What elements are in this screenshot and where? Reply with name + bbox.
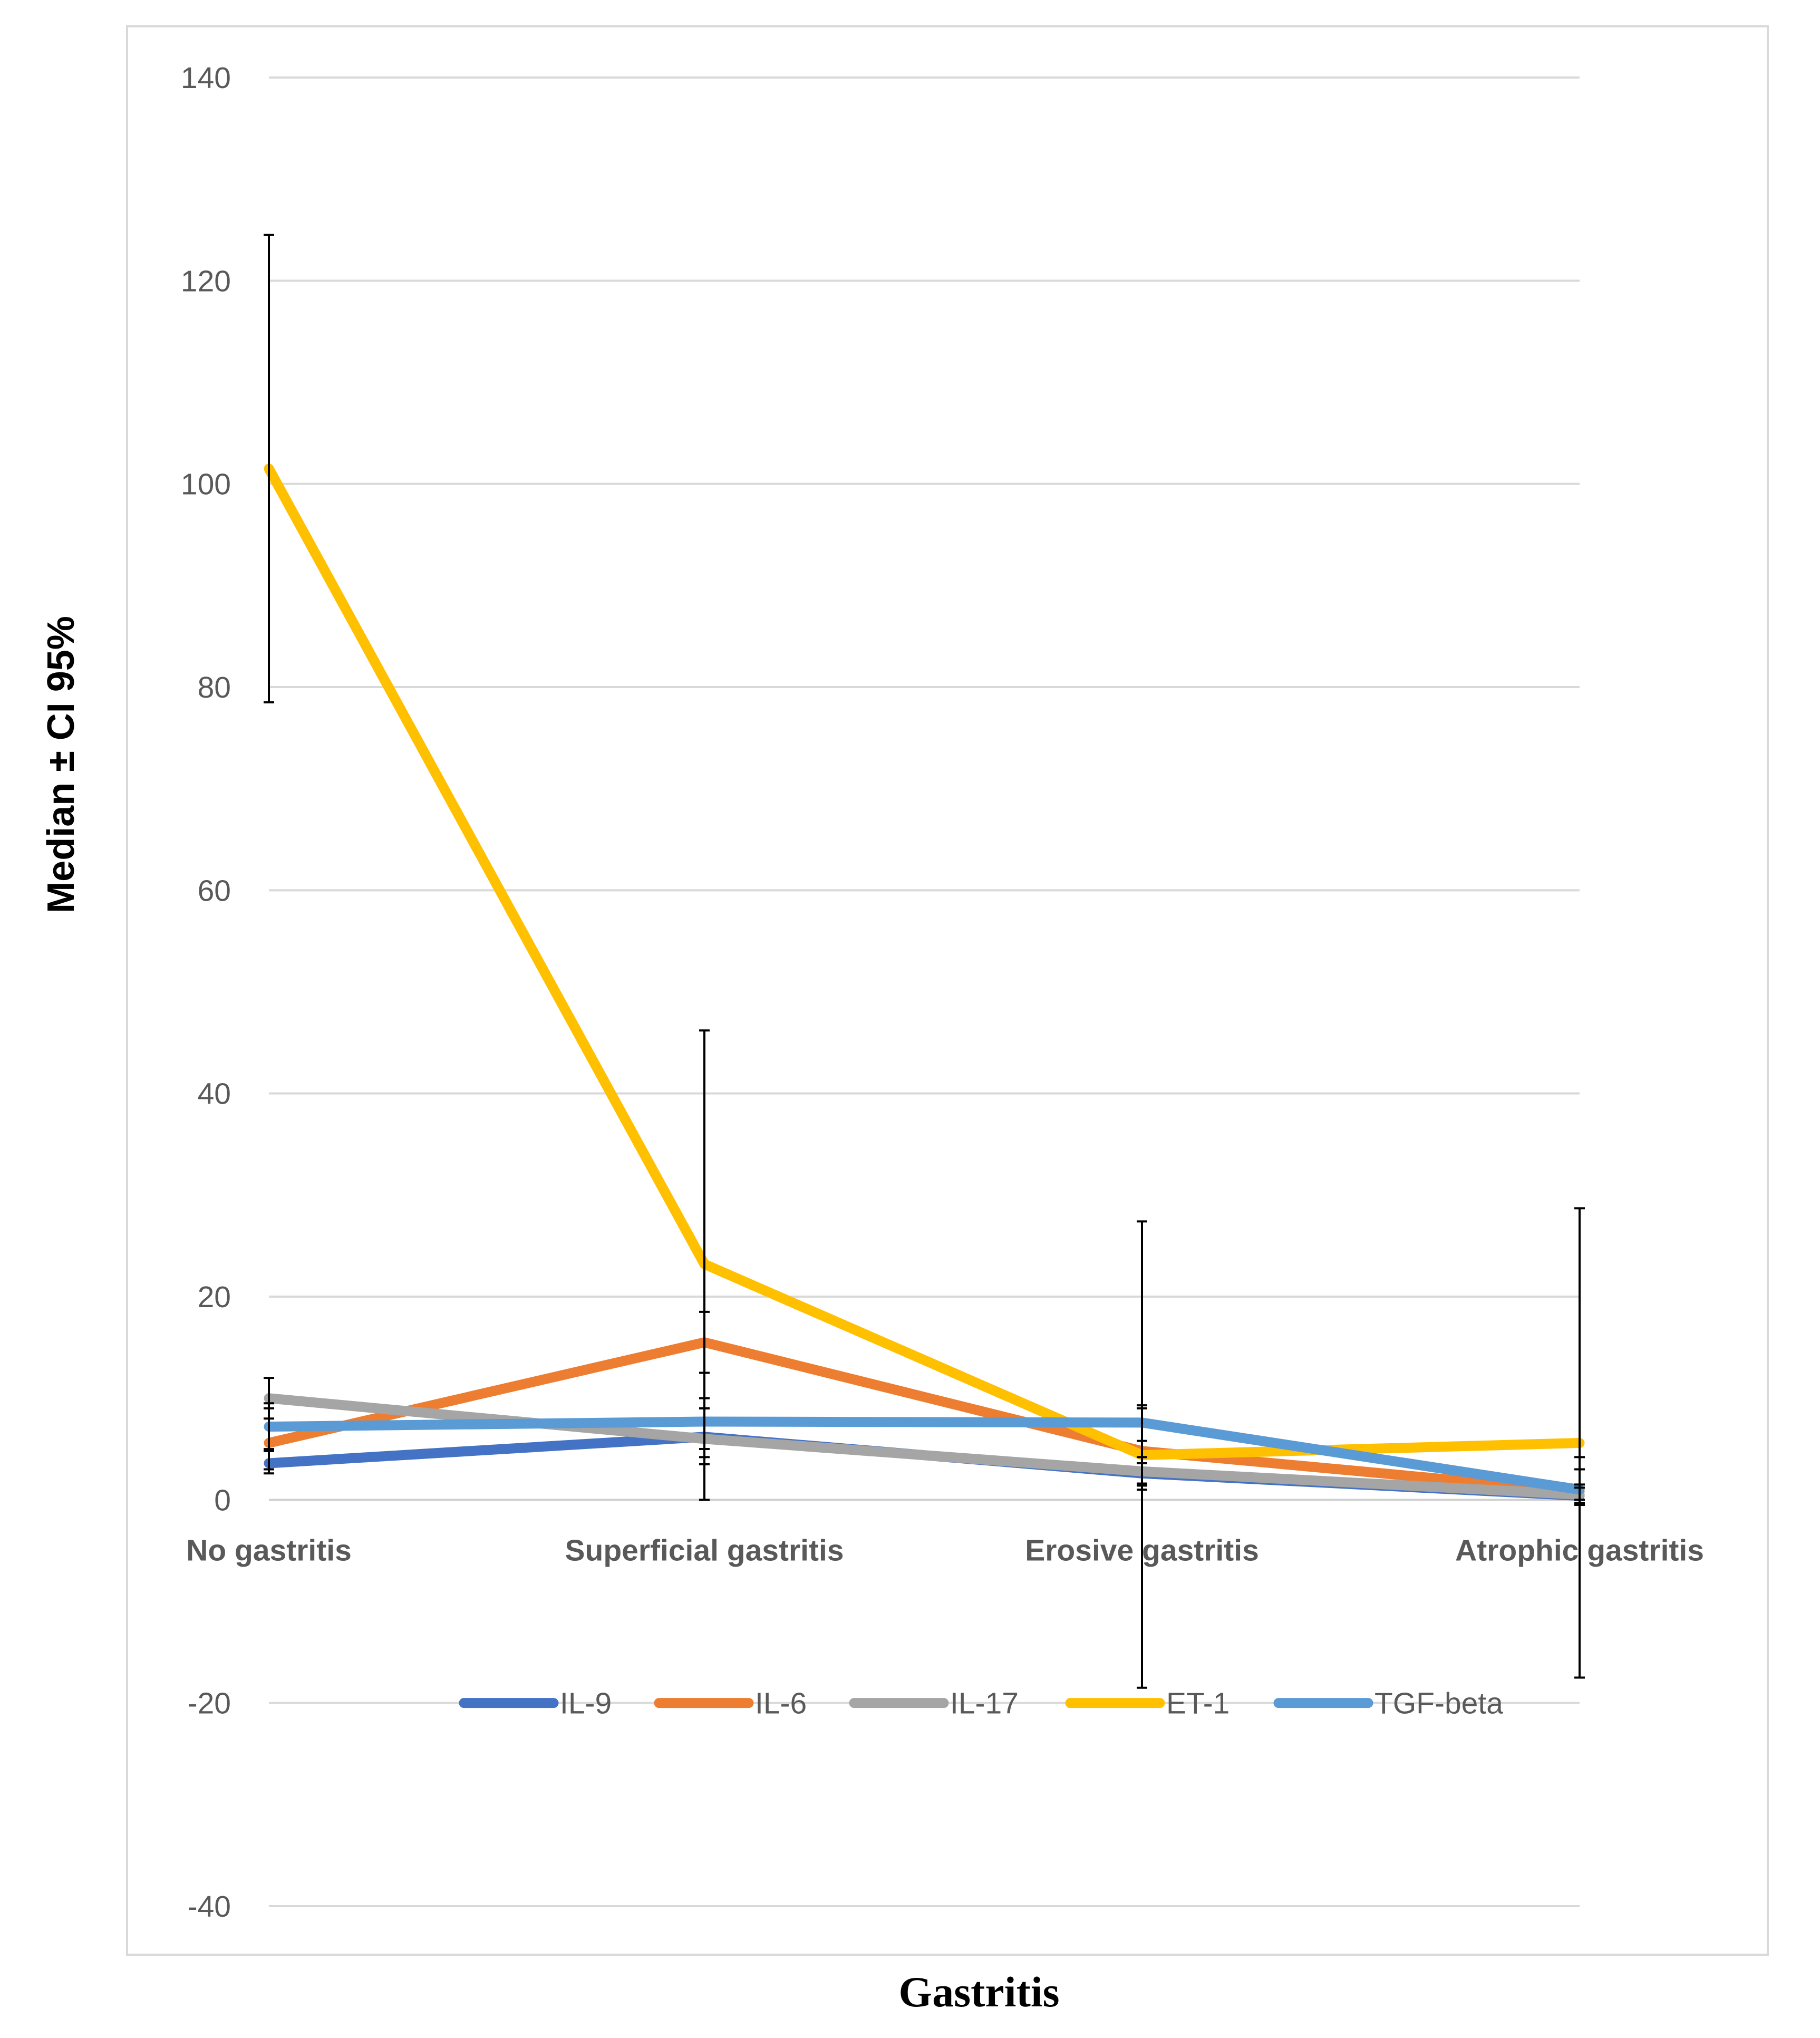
legend-label: IL-9 xyxy=(560,1687,612,1721)
y-tick-label: 20 xyxy=(198,1280,231,1314)
error-bar-et-1 xyxy=(1137,1220,1147,1689)
y-tick-label: -20 xyxy=(188,1687,231,1721)
y-tick-label: 60 xyxy=(198,874,231,907)
legend: IL-9 IL-6 IL-17 ET-1 TGF-beta xyxy=(459,1687,1503,1721)
chart-frame xyxy=(126,25,1769,1956)
y-tick-label: 120 xyxy=(181,264,231,298)
error-bars xyxy=(264,234,1585,1689)
legend-entry-et-1: ET-1 xyxy=(1065,1687,1230,1721)
legend-entry-il-17: IL-17 xyxy=(849,1687,1019,1721)
error-bar-et-1 xyxy=(1574,1207,1585,1679)
x-category-label: No gastritis xyxy=(186,1533,352,1567)
x-category-label: Superficial gastritis xyxy=(565,1533,844,1567)
series-lines xyxy=(264,463,1585,1501)
series-line-et-1 xyxy=(264,463,1585,1461)
y-tick-label: 40 xyxy=(198,1077,231,1111)
legend-entry-il-6: IL-6 xyxy=(654,1687,807,1721)
legend-entry-tgf-beta: TGF-beta xyxy=(1273,1687,1503,1721)
series-line-il-17 xyxy=(264,1393,1585,1500)
y-tick-label: 80 xyxy=(198,671,231,704)
error-bar-tgf-beta xyxy=(1574,1456,1585,1504)
error-bar-tgf-beta xyxy=(264,1402,274,1450)
error-bar-et-1 xyxy=(264,234,274,703)
legend-label: TGF-beta xyxy=(1374,1687,1503,1721)
series-line-il-6 xyxy=(264,1337,1585,1497)
x-axis-label: Gastritis xyxy=(898,1968,1059,2016)
error-bar-tgf-beta xyxy=(1137,1404,1147,1442)
y-tick-label: 140 xyxy=(181,61,231,95)
y-axis-ticks: -40 -20 0 20 40 60 80 100 120 140 xyxy=(181,61,231,1924)
legend-label: ET-1 xyxy=(1166,1687,1230,1721)
legend-entry-il-9: IL-9 xyxy=(459,1687,612,1721)
y-axis-label: Median ± CI 95% xyxy=(40,616,82,913)
y-tick-label: -40 xyxy=(188,1890,231,1924)
error-bar-tgf-beta xyxy=(699,1397,710,1450)
series-line-tgf-beta xyxy=(264,1416,1585,1495)
y-tick-label: 0 xyxy=(214,1483,231,1517)
legend-label: IL-6 xyxy=(755,1687,807,1721)
y-tick-label: 100 xyxy=(181,468,231,501)
legend-label: IL-17 xyxy=(950,1687,1019,1721)
